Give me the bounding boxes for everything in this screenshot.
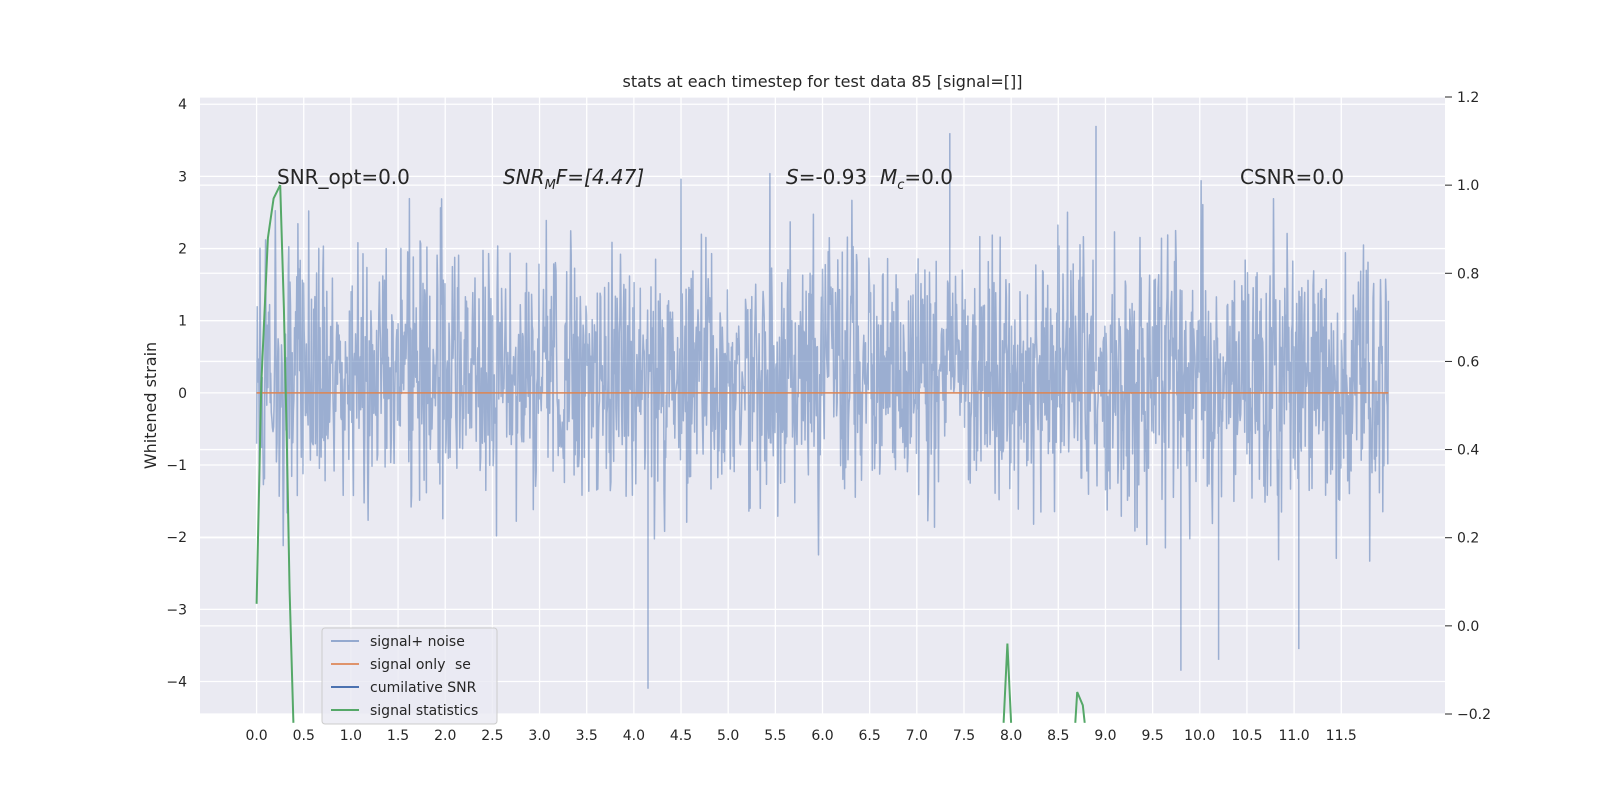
- signal-plus-noise-line: [255, 125, 1390, 689]
- legend-label: signal only: [370, 657, 445, 673]
- x-tick-label: 10.5: [1231, 728, 1262, 744]
- x-tick-label: 5.0: [717, 728, 739, 744]
- annotation-s-rest: =-0.93: [799, 165, 868, 189]
- x-tick-label: 7.5: [953, 728, 975, 744]
- annotation-mc-rest: =0.0: [904, 165, 953, 189]
- x-tick-label: 2.5: [481, 728, 503, 744]
- signal-statistics-line: [1002, 643, 1013, 723]
- y2-tick-label: 1.2: [1457, 90, 1479, 106]
- x-tick-label: 0.0: [245, 728, 267, 744]
- y-tick-label: 0: [178, 386, 187, 402]
- x-tick-label: 6.5: [859, 728, 881, 744]
- legend-box: [321, 627, 498, 725]
- y-tick-label: −4: [166, 675, 187, 691]
- x-tick-label: 5.5: [764, 728, 786, 744]
- signal-statistics-series: [255, 184, 1086, 723]
- axis-ticks: 0.0 0.5 1.0 1.5 2.0 2.5 3.0 3.5 4.0 4.5 5.0 5.5 6.0 6…: [166, 90, 1491, 744]
- x-tick-label: 11.0: [1279, 728, 1310, 744]
- y-tick-label: −2: [166, 530, 187, 546]
- legend: se signal+ noise signal only cumilative SN…: [321, 627, 498, 725]
- annotation-snr-mf: SNRMF=[4.47]: [503, 165, 644, 193]
- annotation-snr-mf-sub: M: [545, 178, 556, 193]
- signal-statistics-line: [255, 184, 295, 723]
- y2-tick-label: 0.0: [1457, 619, 1479, 635]
- annotation-mc-main: M: [880, 165, 897, 189]
- signal-statistics-line: [1074, 691, 1086, 723]
- x-tick-label: 1.0: [340, 728, 362, 744]
- legend-label: cumilative SNR: [370, 680, 477, 696]
- annotation-snr-mf-rest: F=[4.47]: [556, 165, 644, 189]
- y-tick-label: 3: [178, 169, 187, 185]
- x-tick-label: 0.5: [293, 728, 315, 744]
- y-tick-label: 4: [178, 97, 187, 113]
- x-tick-label: 11.5: [1326, 728, 1357, 744]
- x-tick-label: 7.0: [906, 728, 928, 744]
- x-tick-label: 10.0: [1184, 728, 1215, 744]
- legend-label: signal statistics: [370, 703, 478, 719]
- y-axis-label: Whitened strain: [141, 342, 160, 469]
- legend-ghost-text: se: [455, 657, 471, 673]
- x-tick-label: 8.5: [1047, 728, 1069, 744]
- annotation-mc: Mc=0.0: [880, 165, 953, 193]
- y-tick-label: −3: [166, 602, 187, 618]
- x-tick-label: 3.0: [528, 728, 550, 744]
- y2-tick-label: 0.6: [1457, 354, 1479, 370]
- y-tick-label: 2: [178, 242, 187, 258]
- annotation-snr-mf-main: SNR: [503, 165, 545, 189]
- signal-plus-noise-series: [255, 125, 1390, 689]
- y-tick-label: 1: [178, 314, 187, 330]
- legend-label: signal+ noise: [370, 634, 465, 650]
- x-tick-label: 4.0: [623, 728, 645, 744]
- annotation-s-main: S: [786, 165, 799, 189]
- x-tick-label: 9.5: [1141, 728, 1163, 744]
- annotation-mc-sub: c: [897, 178, 904, 193]
- x-tick-label: 8.0: [1000, 728, 1022, 744]
- y2-tick-label: 0.4: [1457, 443, 1479, 459]
- annotation-snr-opt: SNR_opt=0.0: [277, 165, 410, 189]
- annotation-s: S=-0.93: [786, 165, 867, 189]
- x-tick-label: 6.0: [811, 728, 833, 744]
- y2-tick-label: −0.2: [1457, 707, 1491, 723]
- annotation-csnr: CSNR=0.0: [1240, 165, 1344, 189]
- x-tick-label: 4.5: [670, 728, 692, 744]
- y2-tick-label: 0.8: [1457, 266, 1479, 282]
- annotations: SNR_opt=0.0 SNRMF=[4.47] S=-0.93 Mc=0.0 …: [277, 165, 1344, 193]
- x-tick-label: 3.5: [576, 728, 598, 744]
- chart-title: stats at each timestep for test data 85 …: [623, 72, 1023, 91]
- y-tick-label: −1: [166, 458, 187, 474]
- y2-tick-label: 1.0: [1457, 178, 1479, 194]
- x-tick-label: 9.0: [1094, 728, 1116, 744]
- y2-tick-label: 0.2: [1457, 531, 1479, 547]
- x-tick-label: 2.0: [434, 728, 456, 744]
- x-tick-label: 1.5: [387, 728, 409, 744]
